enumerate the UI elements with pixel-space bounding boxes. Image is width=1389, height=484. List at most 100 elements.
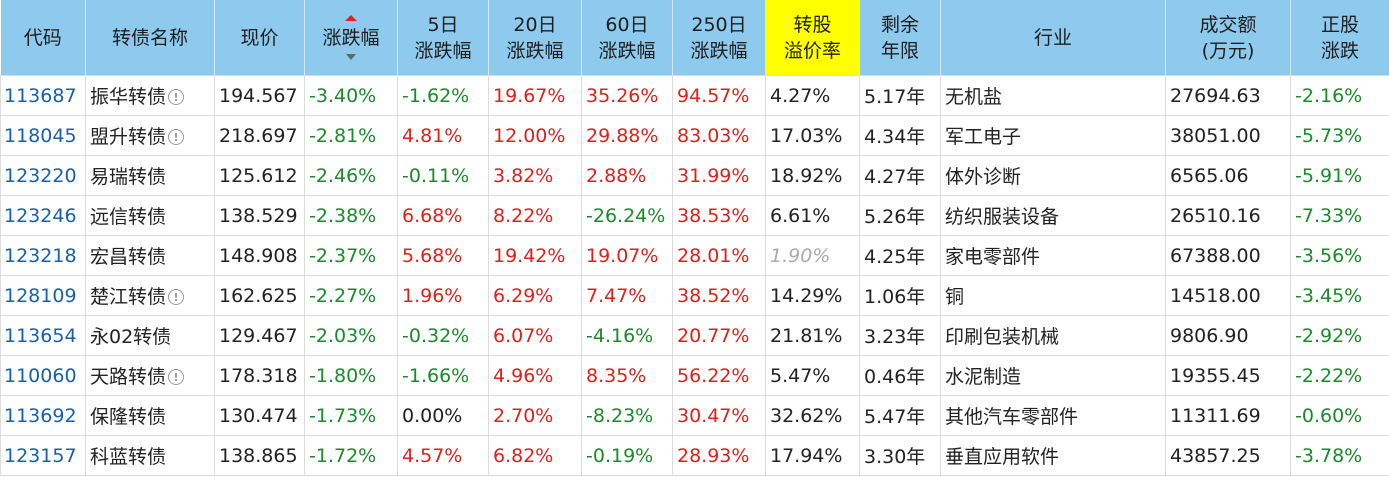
remain-years-cell: 0.46年 — [859, 355, 941, 396]
change-20d-cell: 12.00% — [488, 115, 582, 156]
premium-cell-text: 17.03% — [770, 124, 843, 147]
col-60d[interactable]: 60日 涨跌幅 — [581, 0, 673, 76]
col-name[interactable]: 转债名称 — [85, 0, 215, 76]
volume-cell-text: 43857.25 — [1170, 444, 1261, 467]
volume-cell: 26510.16 — [1165, 195, 1291, 236]
table-row[interactable]: 113654 永02转债 129.467 -2.03% -0.32% 6.07% -4.16… — [0, 315, 1389, 356]
info-icon[interactable]: ! — [168, 129, 185, 145]
table-row[interactable]: 123220 易瑞转债 125.612 -2.46% -0.11% 3.82% 2.88% 3… — [0, 155, 1389, 196]
col-250d[interactable]: 250日 涨跌幅 — [672, 0, 766, 76]
price-cell: 148.908 — [214, 235, 305, 276]
remain-years-cell-text: 1.06年 — [864, 286, 926, 308]
table-row[interactable]: 118045 盟升转债! 218.697 -2.81% 4.81% 12.00% 29.88… — [0, 115, 1389, 156]
change-cell: -2.27% — [304, 275, 398, 316]
industry-cell-text: 铜 — [945, 286, 965, 308]
table-row[interactable]: 113687 振华转债! 194.567 -3.40% -1.62% 19.67% 35.2… — [0, 75, 1389, 116]
bond-code-link[interactable]: 123246 — [0, 195, 86, 236]
col-code[interactable]: 代码 — [0, 0, 86, 76]
premium-cell-text: 21.81% — [770, 324, 843, 347]
table-row[interactable]: 123218 宏昌转债 148.908 -2.37% 5.68% 19.42% 19.07%… — [0, 235, 1389, 276]
bond-name[interactable]: 宏昌转债 — [85, 235, 215, 276]
table-row[interactable]: 113692 保隆转债 130.474 -1.73% 0.00% 2.70% -8.23% 3… — [0, 395, 1389, 436]
bond-code-link[interactable]: 123220 — [0, 155, 86, 196]
change-5d-cell-text: 4.57% — [402, 444, 463, 467]
industry-cell-text: 水泥制造 — [945, 366, 1022, 388]
change-250d-cell-text: 38.53% — [677, 204, 750, 227]
bond-code-link[interactable]: 118045 — [0, 115, 86, 156]
industry-cell: 纺织服装设备 — [940, 195, 1166, 236]
change-250d-cell-text: 56.22% — [677, 364, 750, 387]
bond-name[interactable]: 振华转债! — [85, 75, 215, 116]
sort-asc-icon — [345, 14, 357, 21]
col-20d[interactable]: 20日 涨跌幅 — [488, 0, 582, 76]
volume-cell-text: 38051.00 — [1170, 124, 1261, 147]
remain-years-cell: 5.17年 — [859, 75, 941, 116]
col-price[interactable]: 现价 — [214, 0, 305, 76]
premium-cell-text: 32.62% — [770, 404, 843, 427]
price-cell-text: 138.529 — [219, 204, 298, 227]
bond-name[interactable]: 易瑞转债 — [85, 155, 215, 196]
bond-code-link-text: 110060 — [4, 364, 77, 387]
change-cell: -2.46% — [304, 155, 398, 196]
price-cell-text: 130.474 — [219, 404, 298, 427]
bond-name[interactable]: 远信转债 — [85, 195, 215, 236]
price-cell: 218.697 — [214, 115, 305, 156]
col-industry[interactable]: 行业 — [940, 0, 1166, 76]
price-cell-text: 148.908 — [219, 244, 298, 267]
change-20d-cell-text: 19.67% — [493, 84, 566, 107]
premium-cell: 21.81% — [765, 315, 860, 356]
col-change[interactable]: 涨跌幅 — [304, 0, 398, 76]
col-stock-change[interactable]: 正股 涨跌 — [1290, 0, 1389, 76]
bond-name[interactable]: 保隆转债 — [85, 395, 215, 436]
premium-cell: 18.92% — [765, 155, 860, 196]
premium-cell: 32.62% — [765, 395, 860, 436]
bond-name[interactable]: 科蓝转债 — [85, 435, 215, 476]
change-cell: -2.38% — [304, 195, 398, 236]
bond-name[interactable]: 楚江转债! — [85, 275, 215, 316]
volume-cell: 6565.06 — [1165, 155, 1291, 196]
remain-years-cell-text: 3.30年 — [864, 446, 926, 468]
volume-cell: 14518.00 — [1165, 275, 1291, 316]
table-row[interactable]: 123157 科蓝转债 138.865 -1.72% 4.57% 6.82% -0.19% 2… — [0, 435, 1389, 476]
change-cell: -3.40% — [304, 75, 398, 116]
industry-cell-text: 军工电子 — [945, 126, 1022, 148]
table-row[interactable]: 123246 远信转债 138.529 -2.38% 6.68% 8.22% -26.24%… — [0, 195, 1389, 236]
bond-code-link[interactable]: 113692 — [0, 395, 86, 436]
bond-code-link[interactable]: 128109 — [0, 275, 86, 316]
change-250d-cell-text: 31.99% — [677, 164, 750, 187]
bond-code-link[interactable]: 123218 — [0, 235, 86, 276]
bond-name[interactable]: 永02转债 — [85, 315, 215, 356]
bond-code-link[interactable]: 123157 — [0, 435, 86, 476]
change-5d-cell: -1.62% — [397, 75, 489, 116]
change-250d-cell: 83.03% — [672, 115, 766, 156]
bond-name[interactable]: 盟升转债! — [85, 115, 215, 156]
info-icon[interactable]: ! — [168, 289, 185, 305]
change-20d-cell: 4.96% — [488, 355, 582, 396]
change-5d-cell-text: 6.68% — [402, 204, 463, 227]
volume-cell: 27694.63 — [1165, 75, 1291, 116]
change-250d-cell: 28.93% — [672, 435, 766, 476]
table-row[interactable]: 128109 楚江转债! 162.625 -2.27% 1.96% 6.29% 7.47% 3… — [0, 275, 1389, 316]
info-icon[interactable]: ! — [168, 89, 185, 105]
change-250d-cell: 28.01% — [672, 235, 766, 276]
bond-code-link[interactable]: 113654 — [0, 315, 86, 356]
change-60d-cell-text: 35.26% — [586, 84, 659, 107]
premium-cell-text: 17.94% — [770, 444, 843, 467]
volume-cell-text: 26510.16 — [1170, 204, 1261, 227]
bond-code-link[interactable]: 110060 — [0, 355, 86, 396]
volume-cell: 19355.45 — [1165, 355, 1291, 396]
table-row[interactable]: 110060 天路转债! 178.318 -1.80% -1.66% 4.96% 8.35%… — [0, 355, 1389, 396]
info-icon[interactable]: ! — [168, 369, 185, 385]
bond-code-link[interactable]: 113687 — [0, 75, 86, 116]
bond-name[interactable]: 天路转债! — [85, 355, 215, 396]
premium-cell-text: 14.29% — [770, 284, 843, 307]
col-5d[interactable]: 5日 涨跌幅 — [397, 0, 489, 76]
col-remain[interactable]: 剩余 年限 — [859, 0, 941, 76]
premium-cell-text: 4.27% — [770, 84, 831, 107]
premium-cell-text: 6.61% — [770, 204, 831, 227]
change-250d-cell-text: 20.77% — [677, 324, 750, 347]
change-20d-cell-text: 4.96% — [493, 364, 554, 387]
col-premium[interactable]: 转股 溢价率 — [765, 0, 860, 76]
col-volume[interactable]: 成交额 (万元) — [1165, 0, 1291, 76]
